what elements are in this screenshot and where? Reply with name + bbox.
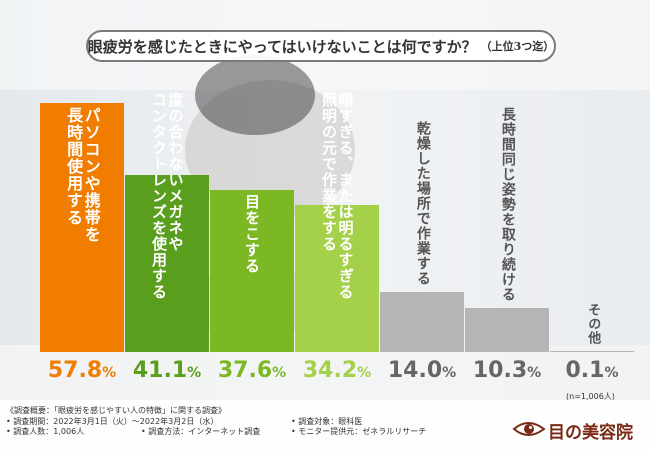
chart-title-main: 眼疲労を感じたときにやってはいけないことは何ですか？ (87, 37, 477, 56)
bar-label-7: その他 (585, 303, 601, 345)
bar-4 (295, 204, 379, 352)
bar-label-3: 目をこする (243, 194, 261, 275)
survey-summary: 《調査概要：「眼疲労を感じやすい人の特徴」に関する調査》 • 調査期間：2022… (6, 406, 426, 438)
value-label-2: 41.1% (132, 358, 202, 383)
bar-3 (210, 190, 294, 352)
value-label-1: 57.8% (47, 358, 117, 383)
value-label-5: 14.0% (387, 358, 457, 383)
survey-target: • 調査対象：眼科医 (291, 416, 363, 426)
survey-method: • 調査方法：インターネット調査 (141, 427, 261, 436)
sample-size-note: (n=1,006人) (566, 392, 615, 401)
value-label-4: 34.2% (302, 358, 372, 383)
chart-title: 眼疲労を感じたときにやってはいけないことは何ですか？ （上位3つ迄） (86, 30, 556, 62)
survey-heading: 《調査概要：「眼疲労を感じやすい人の特徴」に関する調査》 (6, 406, 226, 415)
value-label-3: 37.6% (217, 358, 287, 383)
bar-2 (125, 175, 209, 352)
bar-7 (550, 351, 634, 352)
bar-6 (465, 307, 549, 352)
value-label-6: 10.3% (472, 358, 542, 383)
value-label-7: 0.1% (565, 358, 619, 383)
survey-respondents: • 調査人数：1,006人 (6, 427, 85, 436)
survey-period: • 調査期間：2022年3月1日（火）～2022年3月2日（水） (6, 416, 219, 426)
bar-5 (380, 291, 464, 352)
bar-label-1: パソコンや携帯を 長時間使用する (64, 107, 101, 244)
brand-logo-text: 目の美容院 (548, 423, 633, 443)
bar-label-4: 暗すぎる、または明るすぎる 照明の元で作業をする (320, 92, 355, 300)
bar-1 (40, 103, 124, 352)
eye-logo-icon (512, 422, 546, 436)
chart-title-suffix: （上位3つ迄） (480, 40, 555, 53)
bar-label-5: 乾燥した場所で作業する (414, 120, 431, 286)
bar-label-2: 度の合わないメガネや コンタクトレンズを使用する (150, 92, 185, 300)
survey-provider: • モニター提供元：ゼネラルリサーチ (291, 427, 427, 436)
bar-label-6: 長時間同じ姿勢を取り続ける (499, 106, 516, 302)
